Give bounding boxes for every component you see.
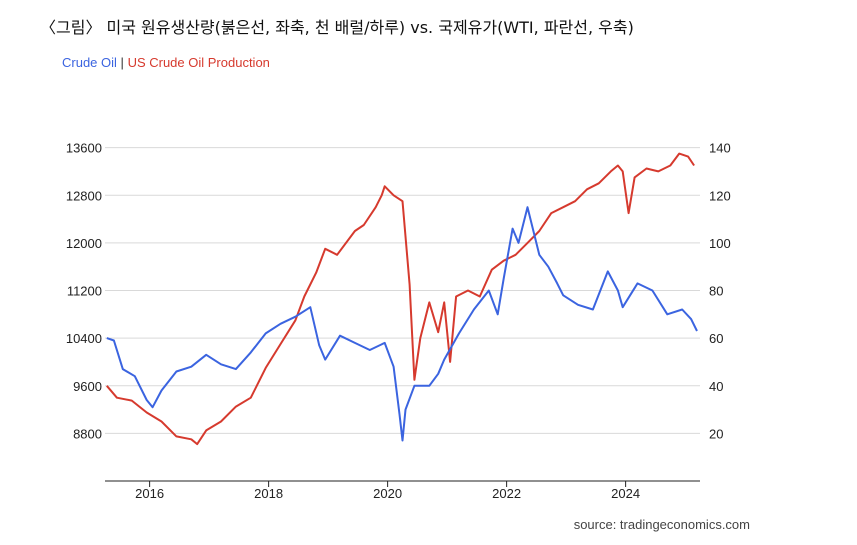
series-line-crude-oil bbox=[106, 206, 698, 442]
x-axis-tick-label: 2024 bbox=[611, 486, 640, 501]
right-axis-ticks: 140 120 100 80 60 40 20 bbox=[709, 141, 731, 442]
right-axis-tick-label: 40 bbox=[709, 379, 723, 394]
left-axis-tick-label: 13600 bbox=[66, 141, 102, 156]
right-axis-tick-label: 120 bbox=[709, 188, 731, 203]
chart-legend: Crude Oil | US Crude Oil Production bbox=[62, 55, 270, 70]
left-axis-ticks: 13600 12800 12000 11200 10400 9600 8800 bbox=[66, 141, 102, 442]
legend-us-crude-oil-production[interactable]: US Crude Oil Production bbox=[127, 55, 270, 70]
x-axis-ticks: 2016 2018 2020 2022 2024 bbox=[135, 481, 640, 501]
left-axis-tick-label: 12000 bbox=[66, 236, 102, 251]
gridlines bbox=[105, 147, 700, 434]
x-axis-tick-label: 2020 bbox=[373, 486, 402, 501]
figure-caption: 〈그림〉 미국 원유생산량(붉은선, 좌축, 천 배럴/하루) vs. 국제유가… bbox=[40, 18, 634, 37]
x-axis-tick-label: 2022 bbox=[492, 486, 521, 501]
right-axis-tick-label: 60 bbox=[709, 331, 723, 346]
right-axis-tick-label: 20 bbox=[709, 426, 723, 441]
legend-separator: | bbox=[120, 55, 124, 70]
series-line-us-crude-oil-production bbox=[106, 152, 695, 446]
source-note: source: tradingeconomics.com bbox=[573, 517, 750, 532]
left-axis-tick-label: 12800 bbox=[66, 188, 102, 203]
left-axis-tick-label: 11200 bbox=[67, 284, 102, 299]
right-axis-tick-label: 140 bbox=[709, 141, 731, 156]
right-axis-tick-label: 80 bbox=[709, 284, 723, 299]
left-axis-tick-label: 10400 bbox=[66, 331, 102, 346]
x-axis-tick-label: 2016 bbox=[135, 486, 164, 501]
right-axis-tick-label: 100 bbox=[709, 236, 731, 251]
x-axis-tick-label: 2018 bbox=[254, 486, 283, 501]
legend-crude-oil[interactable]: Crude Oil bbox=[62, 55, 117, 70]
left-axis-tick-label: 8800 bbox=[73, 426, 102, 441]
left-axis-tick-label: 9600 bbox=[73, 379, 102, 394]
